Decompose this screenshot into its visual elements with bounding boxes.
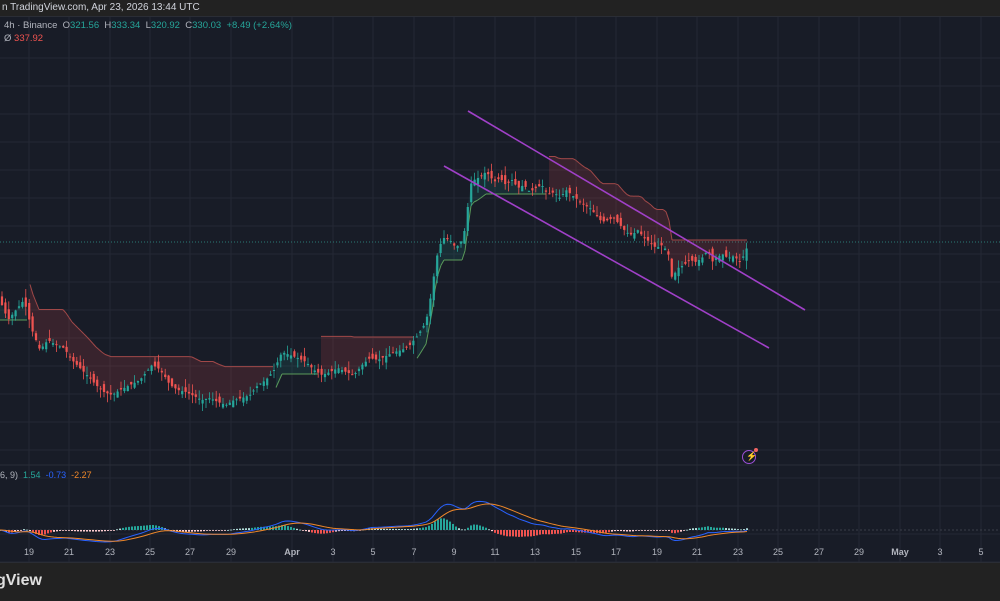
time-tick-label: 29 — [226, 547, 236, 557]
time-tick-label: 7 — [411, 547, 416, 557]
time-tick-label: 5 — [370, 547, 375, 557]
time-tick-label: 19 — [24, 547, 34, 557]
change-value: +8.49 (+2.64%) — [226, 20, 292, 31]
signal-value: -0.73 — [46, 470, 67, 480]
time-tick-label: 29 — [854, 547, 864, 557]
time-tick-label: 15 — [571, 547, 581, 557]
time-tick-label: 27 — [814, 547, 824, 557]
brand-logo: gView — [0, 572, 42, 590]
time-tick-label: 9 — [451, 547, 456, 557]
time-tick-label: 21 — [64, 547, 74, 557]
time-tick-label: 23 — [105, 547, 115, 557]
time-tick-label: 21 — [692, 547, 702, 557]
time-tick-label: 5 — [978, 547, 983, 557]
price-chart[interactable] — [0, 17, 1000, 562]
ohlc-legend: 4h · Binance O321.56 H333.34 L320.92 C33… — [4, 20, 292, 31]
time-tick-label: 11 — [490, 547, 499, 557]
macd-legend: 6, 9) 1.54 -0.73 -2.27 — [0, 470, 92, 480]
top-bar: n TradingView.com, Apr 23, 2026 13:44 UT… — [0, 0, 1000, 17]
low-value: 320.92 — [151, 20, 180, 31]
high-value: 333.34 — [111, 20, 140, 31]
time-tick-label: 19 — [652, 547, 662, 557]
alert-icon[interactable]: ⚡ — [742, 450, 756, 464]
macd-params: 6, 9) — [0, 470, 18, 480]
source-caption: n TradingView.com, Apr 23, 2026 13:44 UT… — [2, 2, 200, 13]
open-label: O — [63, 20, 70, 31]
time-tick-label: 27 — [185, 547, 195, 557]
time-tick-label: 23 — [733, 547, 743, 557]
hist-value: -2.27 — [71, 470, 92, 480]
chart-area[interactable] — [0, 17, 1000, 562]
indicator-symbol: Ø — [4, 33, 11, 44]
exchange-label: Binance — [23, 20, 57, 31]
time-tick-label: Apr — [284, 547, 300, 557]
time-tick-label: 3 — [937, 547, 942, 557]
open-value: 321.56 — [70, 20, 99, 31]
time-tick-label: 25 — [145, 547, 155, 557]
macd-value: 1.54 — [23, 470, 41, 480]
indicator-value: 337.92 — [14, 33, 43, 44]
time-tick-label: 25 — [773, 547, 783, 557]
interval-label: 4h — [4, 20, 15, 31]
bottom-bar: gView — [0, 562, 1000, 601]
time-tick-label: 3 — [330, 547, 335, 557]
time-axis[interactable]: 19 21 23 25 27 29 Apr 3 5 7 9 11 13 15 17 19 21 23 25 27 29 M… — [0, 545, 1000, 562]
close-value: 330.03 — [192, 20, 221, 31]
time-tick-label: 13 — [530, 547, 540, 557]
time-tick-label: May — [891, 547, 909, 557]
indicator-legend: Ø 337.92 — [4, 33, 43, 44]
time-tick-label: 17 — [611, 547, 621, 557]
